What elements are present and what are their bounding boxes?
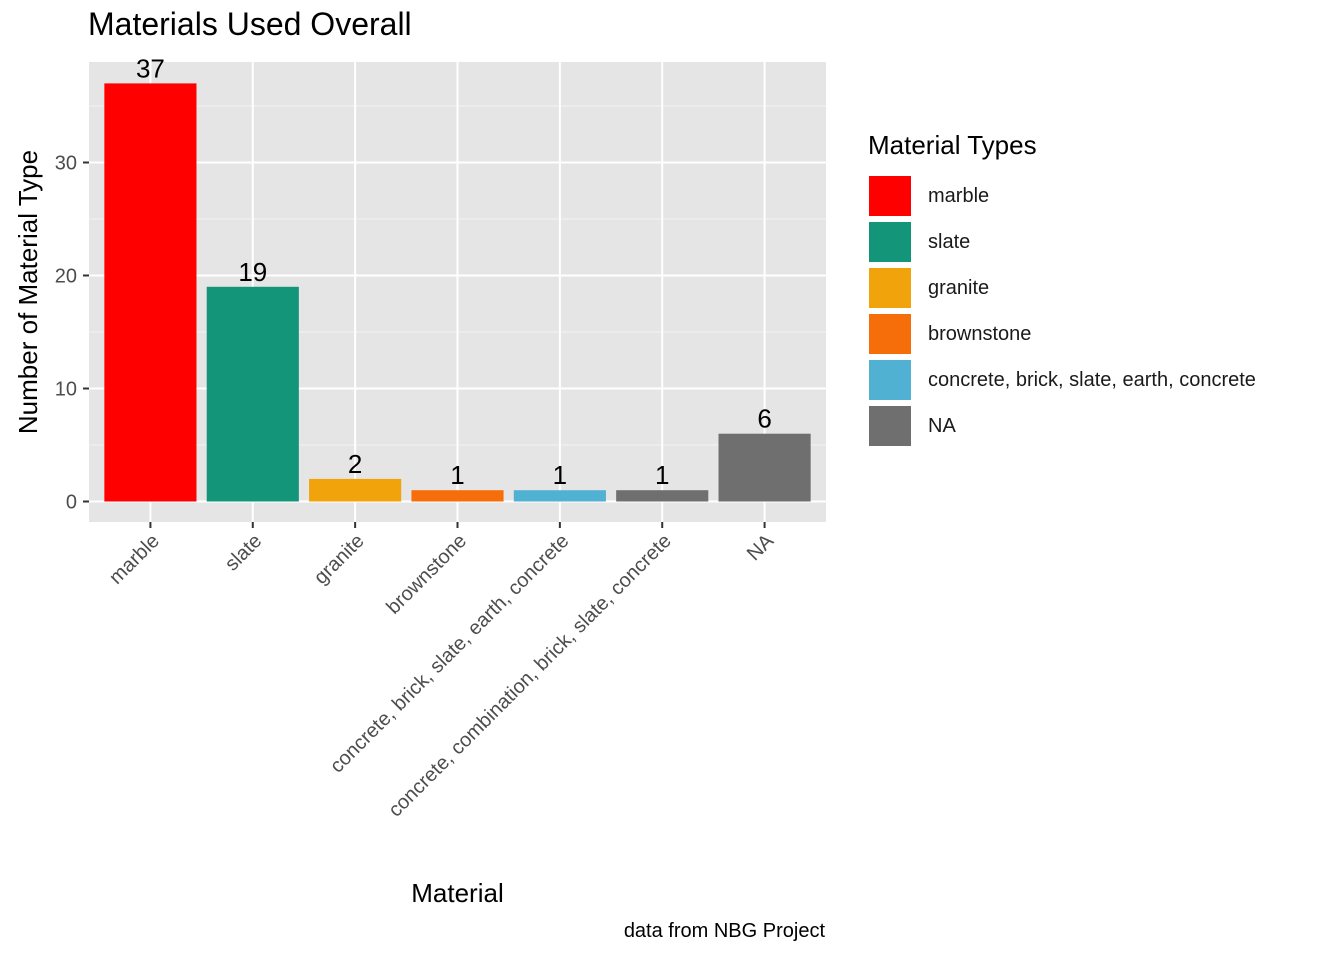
legend-item: brownstone bbox=[868, 311, 1256, 357]
y-tick-label: 10 bbox=[55, 379, 77, 401]
bar-3 bbox=[411, 490, 504, 502]
legend-key bbox=[868, 359, 912, 401]
legend-label: concrete, brick, slate, earth, concrete bbox=[928, 368, 1256, 391]
bar-5 bbox=[616, 490, 709, 502]
data-label: 1 bbox=[655, 460, 669, 490]
legend-key bbox=[868, 175, 912, 217]
data-label: 1 bbox=[553, 460, 567, 490]
y-tick-label: 20 bbox=[55, 266, 77, 288]
y-tick-label: 0 bbox=[66, 492, 77, 514]
x-tick-label: NA bbox=[743, 530, 779, 566]
legend-item: slate bbox=[868, 219, 1256, 265]
bar-4 bbox=[513, 490, 606, 502]
caption: data from NBG Project bbox=[623, 920, 825, 942]
legend-item: marble bbox=[868, 173, 1256, 219]
legend-key bbox=[868, 405, 912, 447]
bar-2 bbox=[309, 478, 402, 502]
legend-items: marble slate granite brownstone concrete, br… bbox=[868, 173, 1256, 449]
legend-label: NA bbox=[928, 414, 956, 437]
y-axis-title: Number of Material Type bbox=[13, 150, 43, 434]
x-tick-label: slate bbox=[221, 530, 266, 575]
bar-1 bbox=[206, 286, 299, 502]
bar-6 bbox=[718, 433, 811, 502]
legend-title: Material Types bbox=[868, 130, 1037, 160]
data-label: 37 bbox=[136, 53, 165, 83]
legend-label: granite bbox=[928, 276, 990, 299]
legend-item: NA bbox=[868, 403, 1256, 449]
legend-item: granite bbox=[868, 265, 1256, 311]
x-tick-label: brownstone bbox=[382, 530, 471, 619]
legend-label: brownstone bbox=[928, 322, 1032, 345]
chart-title: Materials Used Overall bbox=[88, 6, 412, 42]
legend-key bbox=[868, 221, 912, 263]
legend-label: slate bbox=[928, 230, 971, 253]
data-label: 1 bbox=[450, 460, 464, 490]
x-tick-label: marble bbox=[105, 530, 164, 589]
legend-key bbox=[868, 313, 912, 355]
data-label: 19 bbox=[238, 257, 267, 287]
legend: Material Types marble slate granite brownst… bbox=[868, 130, 1256, 449]
legend-label: marble bbox=[928, 184, 990, 207]
y-tick-label: 30 bbox=[55, 153, 77, 175]
data-label: 2 bbox=[348, 449, 362, 479]
x-axis-title: Material bbox=[411, 878, 503, 908]
legend-item: concrete, brick, slate, earth, concrete bbox=[868, 357, 1256, 403]
bar-0 bbox=[104, 83, 197, 502]
x-tick-label: granite bbox=[310, 530, 369, 589]
legend-key bbox=[868, 267, 912, 309]
data-label: 6 bbox=[757, 404, 771, 434]
